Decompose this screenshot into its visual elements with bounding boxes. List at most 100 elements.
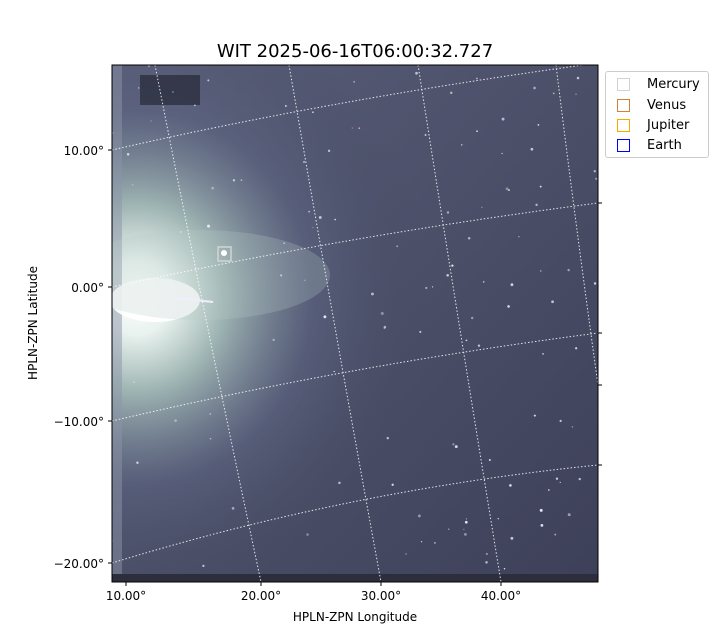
- star: [194, 104, 196, 107]
- star: [358, 127, 361, 129]
- star: [424, 133, 427, 137]
- mercury-marker[interactable]: [217, 246, 232, 262]
- star: [465, 339, 468, 342]
- star: [420, 541, 423, 543]
- star: [510, 536, 514, 540]
- star: [537, 124, 540, 126]
- star: [446, 273, 449, 277]
- star: [312, 226, 314, 229]
- x-axis: 10.00° 20.00° 30.00° 40.00° HPLN-ZPN Lon…: [106, 582, 521, 624]
- star: [168, 317, 171, 319]
- star: [578, 477, 581, 481]
- star: [554, 533, 557, 536]
- chart-title: WIT 2025-06-16T06:00:32.727: [217, 41, 493, 62]
- star: [452, 443, 455, 446]
- star: [149, 274, 151, 277]
- star: [470, 316, 474, 320]
- star: [446, 211, 450, 214]
- star: [567, 513, 571, 517]
- x-axis-label: HPLN-ZPN Longitude: [293, 610, 417, 624]
- star: [209, 437, 212, 440]
- star: [542, 352, 544, 355]
- star: [150, 120, 152, 122]
- y-tick-label: 0.00°: [71, 281, 104, 295]
- star: [539, 508, 543, 512]
- star: [232, 179, 236, 182]
- star: [510, 283, 514, 287]
- legend-label: Venus: [647, 97, 687, 113]
- legend-item-jupiter: Jupiter: [617, 116, 689, 134]
- star: [174, 419, 177, 423]
- star: [575, 93, 577, 95]
- star: [575, 347, 578, 350]
- star: [464, 520, 468, 524]
- star: [547, 489, 550, 491]
- plot-frame: [111, 64, 599, 583]
- star: [202, 564, 205, 567]
- star: [431, 286, 434, 288]
- star: [280, 274, 283, 277]
- legend-label: Jupiter: [647, 117, 690, 133]
- star: [136, 461, 139, 465]
- y-axis: 10.00° 0.00° −10.00° −20.00° HPLN-ZPN La…: [26, 144, 602, 571]
- star: [417, 514, 421, 518]
- star: [272, 338, 275, 342]
- star: [571, 426, 574, 428]
- legend-item-mercury: Mercury: [617, 75, 700, 93]
- star: [476, 77, 478, 80]
- star: [386, 436, 389, 440]
- star: [450, 91, 453, 95]
- star: [308, 210, 311, 213]
- star: [451, 264, 454, 267]
- star: [179, 231, 182, 234]
- legend-label: Mercury: [647, 76, 700, 92]
- star: [488, 458, 491, 461]
- star: [518, 236, 520, 238]
- star: [559, 419, 562, 423]
- star: [327, 149, 331, 153]
- star: [419, 330, 422, 333]
- legend-swatch: [617, 77, 630, 91]
- star: [555, 477, 559, 480]
- star: [476, 130, 478, 133]
- star: [334, 218, 337, 221]
- star: [391, 483, 394, 486]
- star: [302, 160, 306, 164]
- star: [306, 533, 309, 536]
- star: [240, 179, 243, 181]
- star: [405, 553, 407, 555]
- star: [383, 325, 387, 329]
- star: [485, 552, 488, 555]
- star: [415, 71, 418, 75]
- star: [552, 92, 555, 95]
- star: [172, 91, 174, 93]
- star: [533, 86, 536, 90]
- star: [576, 76, 580, 80]
- star: [380, 311, 384, 315]
- star: [465, 518, 468, 520]
- legend-item-earth: Earth: [617, 136, 682, 154]
- y-tick-label: −20.00°: [54, 557, 104, 571]
- star: [211, 186, 214, 190]
- coordinate-grid: [112, 65, 598, 582]
- y-tick-label: −10.00°: [54, 415, 104, 429]
- star: [312, 111, 314, 114]
- star: [485, 561, 488, 564]
- star: [461, 144, 463, 146]
- star: [594, 177, 598, 180]
- star: [131, 184, 134, 186]
- star: [503, 568, 506, 570]
- star: [593, 170, 596, 173]
- star: [508, 189, 510, 192]
- star: [482, 281, 485, 283]
- star: [338, 481, 341, 485]
- star: [567, 268, 570, 272]
- star: [477, 344, 481, 347]
- star: [539, 185, 542, 188]
- star: [464, 532, 467, 536]
- star: [353, 81, 355, 83]
- y-axis-label: HPLN-ZPN Latitude: [26, 266, 40, 380]
- star: [138, 87, 140, 89]
- legend-item-venus: Venus: [617, 96, 686, 114]
- star: [284, 105, 287, 107]
